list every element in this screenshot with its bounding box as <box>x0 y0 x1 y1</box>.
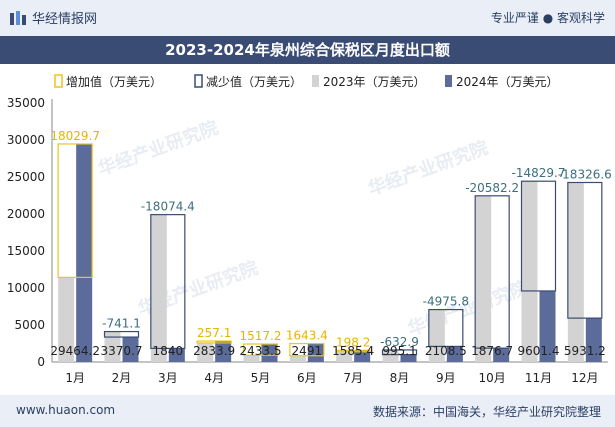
value-label-2024: 5931.2 <box>564 344 606 358</box>
increase-bracket <box>335 349 371 353</box>
change-label: 1643.4 <box>286 329 328 343</box>
bar-2023 <box>428 309 445 362</box>
legend-label: 2024年（万美元） <box>456 75 559 89</box>
brand-logo-icon <box>10 11 26 25</box>
bar-2024 <box>307 343 324 362</box>
value-label-2024: 2433.5 <box>240 344 282 358</box>
increase-bracket <box>57 143 93 278</box>
change-label: -4975.8 <box>423 295 469 309</box>
bar-2024 <box>122 337 139 362</box>
increase-bracket <box>242 343 279 356</box>
x-tick-label: 12月 <box>571 371 598 385</box>
footer-url[interactable]: www.huaon.com <box>16 403 116 417</box>
change-label: 18029.7 <box>50 129 100 143</box>
decrease-bracket <box>103 330 140 338</box>
legend-2023-swatch <box>312 75 319 87</box>
change-label: 198.2 <box>336 335 370 349</box>
bar-2023 <box>58 277 75 362</box>
bar-2023 <box>521 181 538 362</box>
value-label-2024: 995.1 <box>382 344 416 358</box>
legend-label: 2023年（万美元） <box>323 75 426 89</box>
footer: www.huaon.com 数据来源：中国海关，华经产业研究院整理 <box>0 395 615 427</box>
change-label: 1517.2 <box>240 329 282 343</box>
bar-2023 <box>150 214 167 362</box>
value-label-2024: 3370.7 <box>101 344 143 358</box>
value-label-2024: 2833.9 <box>193 344 235 358</box>
value-label-2024: 9601.4 <box>518 344 560 358</box>
bar-2024 <box>539 290 556 362</box>
legend-label: 减少值（万美元） <box>206 74 302 89</box>
value-label-2024: 1840 <box>153 344 184 358</box>
bar-2023 <box>243 355 260 362</box>
bar-2023 <box>475 195 492 362</box>
y-tick-label: 35000 <box>7 96 45 110</box>
increase-bracket <box>289 342 325 357</box>
brand: 华经情报网 <box>10 8 97 27</box>
y-tick-label: 0 <box>37 355 45 369</box>
x-tick-label: 11月 <box>525 371 552 385</box>
decrease-bracket <box>150 214 186 349</box>
change-label: -14829.7 <box>512 166 566 180</box>
bar-2024 <box>400 354 417 362</box>
decrease-bracket <box>428 308 464 347</box>
x-tick-label: 6月 <box>297 371 317 385</box>
bar-2023 <box>197 342 214 362</box>
legend-label: 增加值（万美元） <box>66 74 162 89</box>
y-tick-label: 15000 <box>7 244 45 258</box>
change-label: 257.1 <box>197 326 231 340</box>
y-tick-label: 30000 <box>7 133 45 147</box>
value-label-2024: 2108.5 <box>425 344 467 358</box>
x-tick-label: 3月 <box>158 371 178 385</box>
decrease-bracket <box>520 180 557 292</box>
bar-2024 <box>261 343 278 362</box>
brand-name: 华经情报网 <box>32 12 98 27</box>
decrease-bracket <box>567 181 603 319</box>
legend-decrease-swatch <box>194 74 203 88</box>
bar-2024 <box>493 348 510 362</box>
change-label: -20582.2 <box>465 181 519 195</box>
bar-2023 <box>104 331 121 362</box>
legend-2024-swatch <box>445 75 452 87</box>
y-tick-label: 25000 <box>7 170 45 184</box>
bar-2023 <box>336 351 353 362</box>
x-tick-label: 1月 <box>65 371 85 385</box>
x-tick-label: 2月 <box>112 371 132 385</box>
bar-2023 <box>289 355 306 362</box>
bar-2024 <box>585 318 602 362</box>
change-label: -632.9 <box>380 335 419 349</box>
x-tick-label: 10月 <box>479 371 506 385</box>
value-label-2024: 1876.7 <box>471 344 513 358</box>
x-tick-label: 4月 <box>204 371 224 385</box>
value-label-2024: 1585.4 <box>332 344 374 358</box>
x-tick-label: 9月 <box>436 371 456 385</box>
x-tick-label: 5月 <box>251 371 271 385</box>
y-tick-label: 20000 <box>7 207 45 221</box>
decrease-bracket <box>381 349 418 356</box>
watermark-text: 华经产业研究院 <box>95 116 221 180</box>
bar-2024 <box>76 143 93 362</box>
bar-2024 <box>215 341 232 362</box>
value-label-2024: 2491 <box>292 344 323 358</box>
chart-title: 2023-2024年泉州综合保税区月度出口额 <box>0 36 615 64</box>
x-tick-label: 7月 <box>343 371 363 385</box>
x-tick-label: 8月 <box>390 371 410 385</box>
change-label: -18326.6 <box>558 167 612 181</box>
footer-source: 数据来源：中国海关，华经产业研究院整理 <box>372 405 601 419</box>
bar-2024 <box>168 348 185 362</box>
legend-increase-swatch <box>54 74 63 88</box>
value-label-2024: 29464.2 <box>50 344 100 358</box>
y-tick-label: 5000 <box>14 318 45 332</box>
bar-2024 <box>354 350 371 362</box>
bar-2024 <box>446 346 463 362</box>
change-label: -18074.4 <box>141 200 195 214</box>
change-label: -741.1 <box>102 317 141 331</box>
bar-2023 <box>567 182 584 362</box>
increase-bracket <box>196 340 232 344</box>
top-bar: 华经情报网 专业严谨 ● 客观科学 <box>0 0 615 36</box>
decrease-bracket <box>474 195 510 349</box>
bar-2023 <box>382 349 399 362</box>
y-tick-label: 10000 <box>7 281 45 295</box>
tagline: 专业严谨 ● 客观科学 <box>490 11 605 25</box>
